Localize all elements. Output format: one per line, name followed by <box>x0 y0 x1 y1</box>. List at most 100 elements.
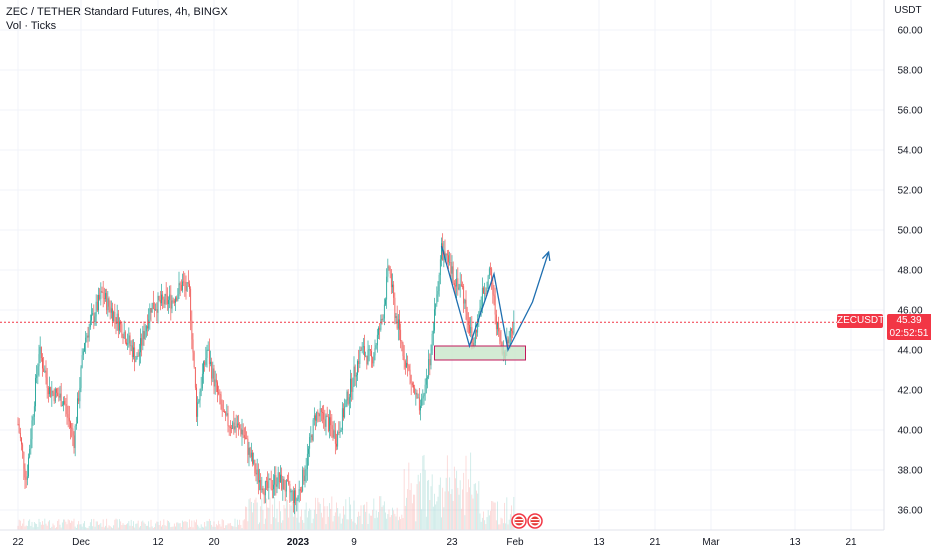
flag-icon[interactable] <box>511 513 527 529</box>
candle-body <box>231 428 232 429</box>
volume-bar <box>442 487 444 530</box>
volume-bar <box>394 513 396 530</box>
event-markers[interactable] <box>511 513 543 529</box>
candle-body <box>264 481 266 496</box>
volume-bar <box>70 522 71 530</box>
volume-indicator-label[interactable]: Vol · Ticks <box>6 20 57 32</box>
candle-body <box>95 301 97 317</box>
volume-bar <box>112 528 113 530</box>
candle-body <box>365 355 367 357</box>
candle-body <box>197 402 199 417</box>
volume-bar <box>131 526 133 530</box>
price-axis[interactable]: USDT 36.00 38.00 40.00 42.00 44.00 46.00 48.00… <box>894 5 923 517</box>
candle-body <box>137 355 139 357</box>
volume-bar <box>130 519 132 530</box>
volume-bar <box>109 526 111 530</box>
candle-body <box>79 387 81 402</box>
candle-body <box>385 299 386 305</box>
volume-bar <box>459 480 461 530</box>
volume-bar <box>446 455 448 530</box>
volume-bar <box>98 524 99 530</box>
flag-icon[interactable] <box>527 513 543 529</box>
candle-body <box>392 284 393 288</box>
candle-body <box>198 400 200 403</box>
volume-bar <box>275 518 277 530</box>
support-zone-rect[interactable] <box>434 345 526 361</box>
volume-bar <box>341 518 343 530</box>
candle-body <box>52 390 54 393</box>
candle-body <box>452 266 454 284</box>
volume-bar <box>80 524 82 530</box>
candle-body <box>205 357 207 365</box>
volume-bar <box>140 526 141 530</box>
candle-body <box>304 475 306 482</box>
candle-body <box>208 349 210 365</box>
candle-body <box>288 481 290 484</box>
drawings[interactable] <box>434 245 551 361</box>
volume-bar <box>58 519 60 530</box>
volume-bar <box>401 514 403 530</box>
candle-body <box>467 321 469 326</box>
volume-bar <box>351 519 353 530</box>
candle-body <box>241 429 243 435</box>
volume-bar <box>395 516 397 530</box>
candle-body <box>459 284 461 288</box>
candle-body <box>35 377 36 407</box>
candle-body <box>189 283 190 289</box>
candle-body <box>159 299 161 304</box>
candle-body <box>116 313 118 324</box>
candle-body <box>67 414 69 418</box>
candle-body <box>271 489 273 491</box>
volume-bar <box>42 521 43 530</box>
candle-body <box>93 313 95 323</box>
volume-bar <box>33 521 35 530</box>
time-axis[interactable]: 22 Dec 12 20 2023 9 23 Feb 13 21 Mar 13 21 <box>12 537 857 548</box>
candle-body <box>86 335 88 338</box>
volume-bar <box>148 521 150 530</box>
candle-body <box>432 330 434 334</box>
bar-countdown: 02:52:51 <box>889 328 929 339</box>
candle-body <box>234 426 236 430</box>
volume-bar <box>178 523 180 530</box>
volume-bar <box>368 513 370 530</box>
volume-bar <box>378 511 379 530</box>
volume-bar <box>173 523 175 530</box>
volume-bar <box>417 474 419 530</box>
volume-bar <box>232 526 234 530</box>
candle-body <box>151 302 153 313</box>
volume-bar <box>79 524 81 530</box>
volume-bar <box>165 526 167 530</box>
candle-body <box>332 429 334 438</box>
volume-bar <box>383 501 385 530</box>
candle-body <box>420 405 421 411</box>
volume-bar <box>28 520 29 530</box>
candle-body <box>338 432 340 433</box>
price-tick-label: 52.00 <box>897 186 922 197</box>
candle-body <box>411 383 413 385</box>
candle-body <box>434 309 435 331</box>
candle-body <box>446 253 448 256</box>
candle-body <box>103 298 105 299</box>
volume-bar <box>362 505 364 530</box>
volume-bar <box>206 520 208 530</box>
candle-body <box>109 306 111 313</box>
volume-bar <box>99 524 101 530</box>
price-tick-label: 46.00 <box>897 306 922 317</box>
volume-bar <box>249 498 251 530</box>
candle-body <box>403 356 405 362</box>
volume-bar <box>86 527 88 530</box>
volume-bar <box>329 503 330 530</box>
candle-body <box>44 370 46 372</box>
candle-body <box>60 393 62 406</box>
volume-bar <box>373 498 375 530</box>
arrow-head-icon[interactable] <box>541 250 551 262</box>
candle-body <box>156 309 158 313</box>
volume-bar <box>434 493 435 530</box>
candle-body <box>334 430 336 444</box>
candle-body <box>25 477 27 480</box>
volume-bar <box>448 491 449 530</box>
volume-bar <box>438 484 440 530</box>
pattern-path-line[interactable] <box>440 245 550 353</box>
